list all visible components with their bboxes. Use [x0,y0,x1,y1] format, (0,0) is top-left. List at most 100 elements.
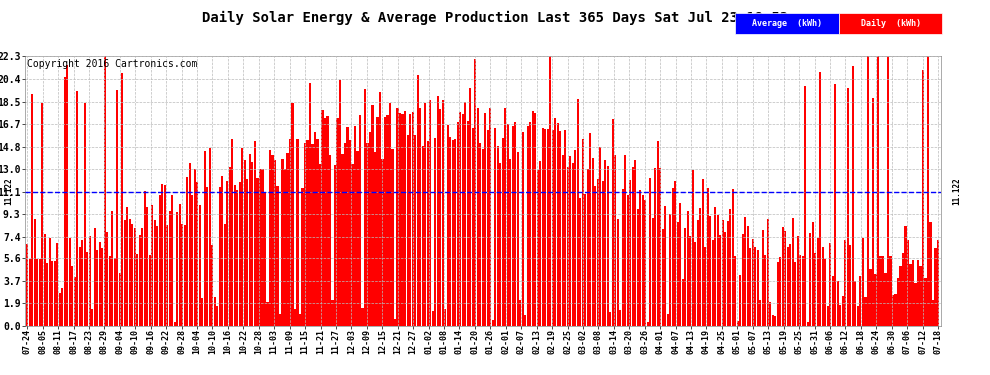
Bar [494,128,496,326]
Bar [132,224,134,326]
Bar [234,184,236,326]
Bar [354,126,356,326]
Bar [49,238,50,326]
Bar [566,167,569,326]
Bar [822,248,824,326]
Bar [932,300,934,326]
Bar [846,88,849,326]
Bar [571,163,574,326]
Bar [184,225,186,326]
Bar [646,322,648,326]
Bar [96,250,98,326]
Bar [804,86,807,326]
Bar [279,314,281,326]
Bar [640,190,642,326]
Bar [730,209,732,326]
Bar [687,211,689,326]
Bar [844,240,846,326]
Bar [366,143,368,326]
Bar [129,219,131,326]
Bar [169,211,171,326]
Bar [524,315,527,326]
Bar [725,232,727,326]
Bar [451,140,453,326]
Bar [664,206,666,326]
Bar [905,226,907,326]
Bar [835,84,837,326]
Bar [644,200,646,326]
Bar [840,304,842,326]
Bar [825,259,827,326]
Bar [66,65,68,326]
Bar [546,129,548,326]
Bar [532,111,534,326]
Bar [642,195,644,326]
Bar [669,213,671,326]
Bar [142,228,144,326]
Bar [289,139,291,326]
Bar [922,70,924,326]
Bar [422,146,424,326]
Bar [404,111,406,326]
Bar [854,281,856,326]
Bar [827,306,829,326]
Bar [479,143,481,326]
Bar [544,129,546,326]
Bar [709,216,712,326]
Bar [817,238,819,326]
Bar [281,159,283,326]
Bar [661,229,664,326]
Bar [574,150,576,326]
Bar [144,191,146,326]
Bar [319,165,321,326]
Bar [286,153,288,326]
Bar [196,182,198,326]
Bar [314,132,316,326]
Bar [656,141,658,326]
Bar [654,168,656,326]
Bar [364,89,366,326]
Bar [206,187,209,326]
Bar [694,243,696,326]
Bar [124,220,126,326]
Bar [304,143,306,326]
Bar [659,168,661,326]
Bar [534,112,537,326]
Bar [907,240,909,326]
Bar [446,125,448,326]
Bar [137,254,139,326]
Bar [359,115,361,326]
Bar [86,252,88,326]
Bar [58,293,60,326]
Bar [424,103,426,326]
Bar [209,148,211,326]
Text: Daily Solar Energy & Average Production Last 365 Days Sat Jul 23 19:52: Daily Solar Energy & Average Production … [202,11,788,26]
Bar [476,108,479,326]
Bar [39,259,41,326]
Bar [672,188,674,326]
Bar [332,300,334,326]
Bar [537,170,539,326]
Bar [810,233,812,326]
Bar [312,144,314,326]
Bar [857,306,859,326]
Bar [587,169,589,326]
Bar [582,140,584,326]
Bar [371,105,373,326]
Bar [489,108,491,326]
Bar [376,117,378,326]
Bar [720,235,722,326]
Bar [73,277,76,326]
Bar [602,182,604,326]
Bar [466,121,468,326]
Bar [276,186,278,326]
Bar [253,141,256,326]
Bar [158,195,161,326]
Bar [147,207,148,326]
Bar [104,56,106,326]
Bar [296,139,299,326]
Bar [624,155,627,326]
Bar [792,218,794,326]
Bar [925,278,927,326]
Bar [684,228,686,326]
